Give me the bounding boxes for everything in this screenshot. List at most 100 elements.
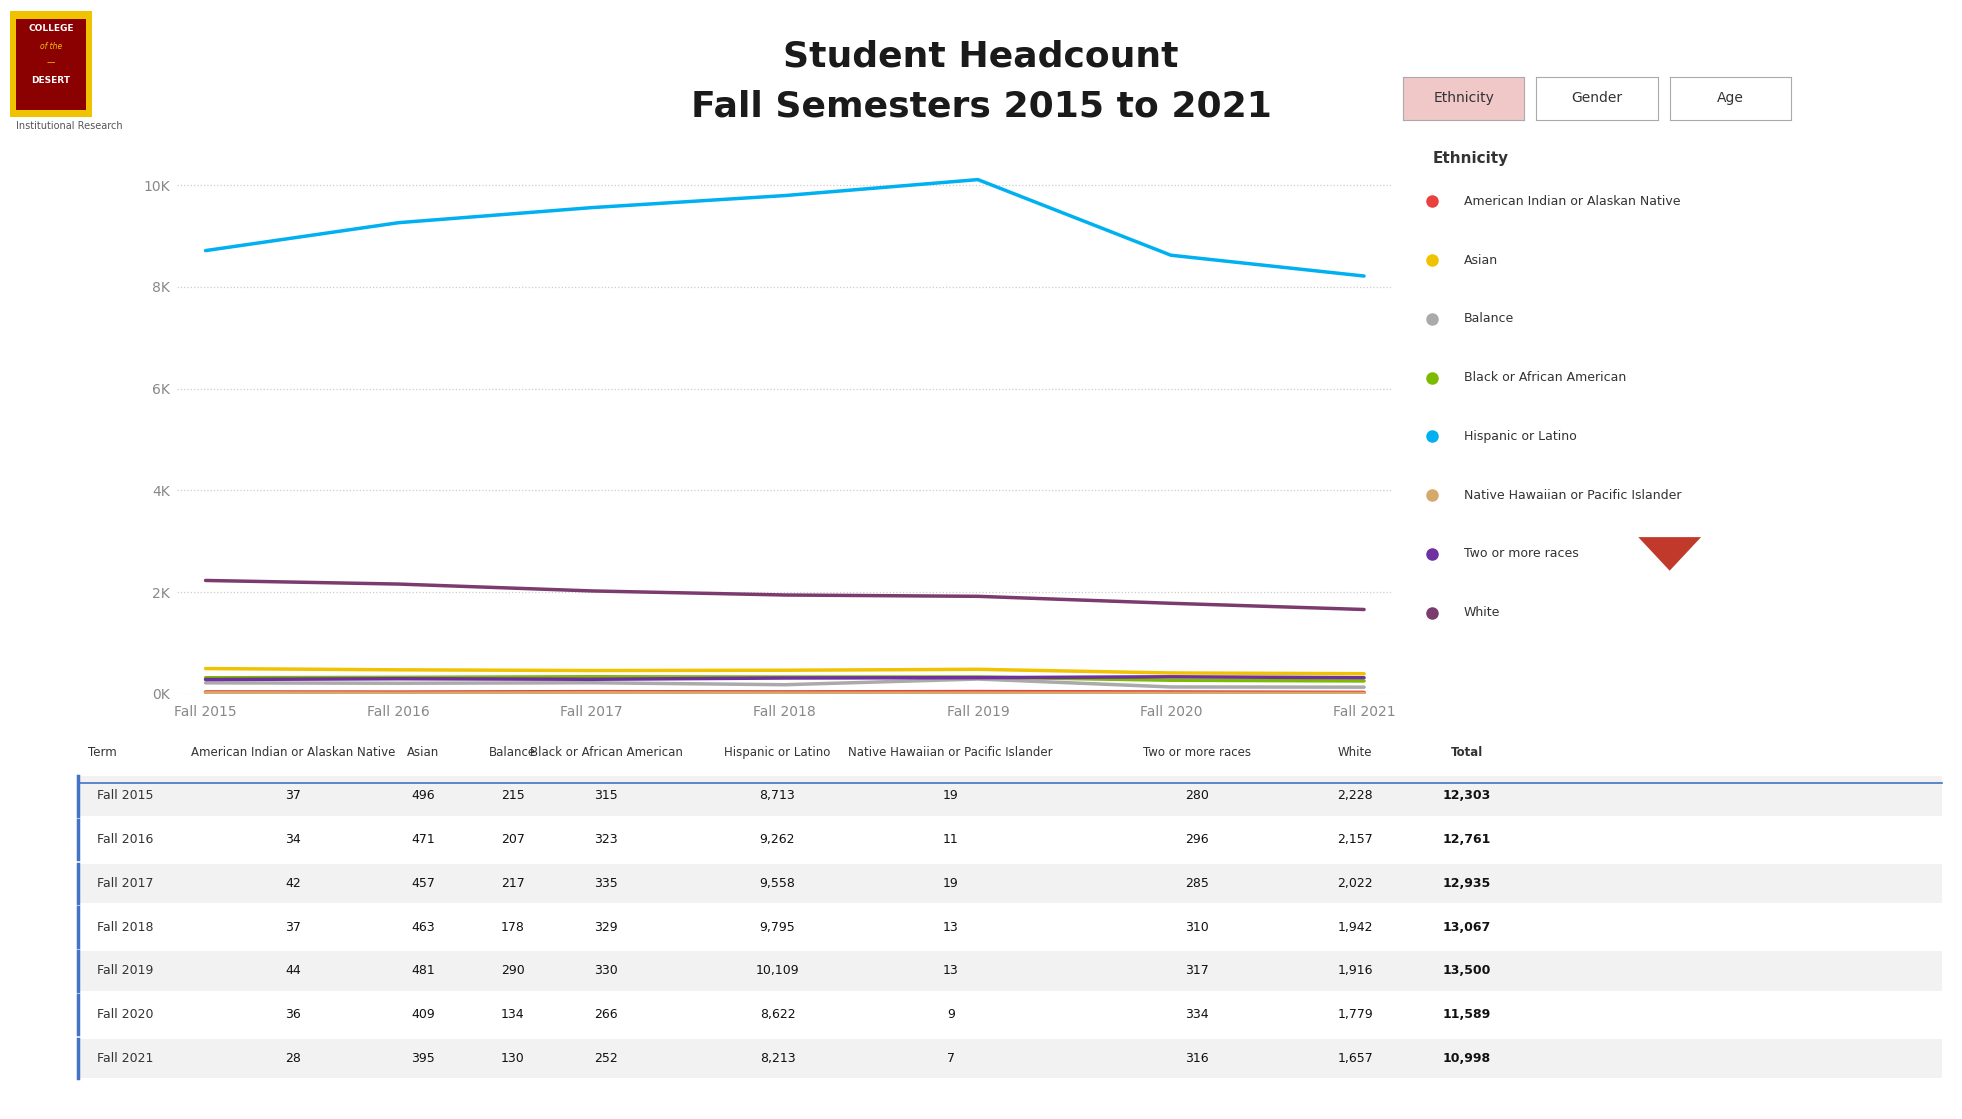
Text: 19: 19 — [944, 877, 959, 890]
Text: Black or African American: Black or African American — [530, 746, 683, 760]
Text: Native Hawaiian or Pacific Islander: Native Hawaiian or Pacific Islander — [848, 746, 1054, 760]
Text: 290: 290 — [500, 965, 524, 977]
Text: Fall 2015: Fall 2015 — [98, 789, 153, 802]
Text: Fall 2020: Fall 2020 — [98, 1008, 153, 1022]
Text: 316: 316 — [1185, 1052, 1209, 1065]
Text: Balance: Balance — [1464, 312, 1515, 326]
Text: Hispanic or Latino: Hispanic or Latino — [724, 746, 830, 760]
Text: —: — — [47, 58, 55, 67]
Text: 11: 11 — [944, 833, 959, 846]
Text: Age: Age — [1717, 92, 1744, 105]
Text: Fall 2017: Fall 2017 — [98, 877, 153, 890]
Text: Fall 2021: Fall 2021 — [98, 1052, 153, 1065]
Text: 11,589: 11,589 — [1442, 1008, 1491, 1022]
Text: 335: 335 — [594, 877, 618, 890]
Text: 13: 13 — [944, 965, 959, 977]
Text: 130: 130 — [500, 1052, 524, 1065]
Text: 12,303: 12,303 — [1442, 789, 1491, 802]
Text: 7: 7 — [948, 1052, 955, 1065]
Text: 285: 285 — [1185, 877, 1209, 890]
Text: 37: 37 — [284, 921, 300, 933]
Text: 36: 36 — [284, 1008, 300, 1022]
FancyBboxPatch shape — [78, 951, 1942, 990]
Text: 457: 457 — [412, 877, 436, 890]
Text: American Indian or Alaskan Native: American Indian or Alaskan Native — [190, 746, 394, 760]
Text: 323: 323 — [594, 833, 618, 846]
Text: 134: 134 — [500, 1008, 524, 1022]
Text: 9,558: 9,558 — [759, 877, 795, 890]
Text: 8,622: 8,622 — [759, 1008, 795, 1022]
Polygon shape — [1638, 537, 1701, 571]
Text: Balance: Balance — [489, 746, 536, 760]
Text: 330: 330 — [594, 965, 618, 977]
Text: 34: 34 — [284, 833, 300, 846]
Text: 8,213: 8,213 — [759, 1052, 795, 1065]
Text: 1,916: 1,916 — [1338, 965, 1373, 977]
Text: 266: 266 — [594, 1008, 618, 1022]
Text: Student Headcount: Student Headcount — [783, 39, 1179, 73]
Text: Ethnicity: Ethnicity — [1432, 151, 1509, 166]
Text: 44: 44 — [284, 965, 300, 977]
Text: Total: Total — [1452, 746, 1483, 760]
Text: Fall 2016: Fall 2016 — [98, 833, 153, 846]
Text: 207: 207 — [500, 833, 524, 846]
Text: 395: 395 — [412, 1052, 436, 1065]
Text: 9: 9 — [948, 1008, 955, 1022]
Text: Asian: Asian — [408, 746, 439, 760]
Text: 296: 296 — [1185, 833, 1209, 846]
Text: White: White — [1464, 606, 1501, 619]
FancyBboxPatch shape — [78, 777, 1942, 816]
Text: American Indian or Alaskan Native: American Indian or Alaskan Native — [1464, 195, 1679, 208]
Text: 481: 481 — [412, 965, 436, 977]
Text: 496: 496 — [412, 789, 436, 802]
Text: Two or more races: Two or more races — [1464, 547, 1577, 561]
Text: 13,500: 13,500 — [1442, 965, 1491, 977]
Text: 409: 409 — [412, 1008, 436, 1022]
FancyBboxPatch shape — [78, 864, 1942, 903]
FancyBboxPatch shape — [10, 11, 92, 117]
Text: To compare individual
groups, hold down the
CTRL key and choose
the groups you w: To compare individual groups, hold down … — [1699, 394, 1862, 468]
Text: Asian: Asian — [1464, 254, 1497, 266]
Text: 280: 280 — [1185, 789, 1209, 802]
Text: Fall 2018: Fall 2018 — [98, 921, 153, 933]
FancyBboxPatch shape — [16, 19, 86, 110]
Text: Black or African American: Black or African American — [1464, 372, 1626, 384]
Text: 215: 215 — [500, 789, 524, 802]
Text: 463: 463 — [412, 921, 436, 933]
Text: 315: 315 — [594, 789, 618, 802]
Text: 317: 317 — [1185, 965, 1209, 977]
Text: 217: 217 — [500, 877, 524, 890]
Text: Hispanic or Latino: Hispanic or Latino — [1464, 430, 1575, 443]
Text: 12,935: 12,935 — [1442, 877, 1491, 890]
Text: 10,998: 10,998 — [1442, 1052, 1491, 1065]
Text: White: White — [1338, 746, 1373, 760]
Text: 310: 310 — [1185, 921, 1209, 933]
Text: 1,942: 1,942 — [1338, 921, 1373, 933]
Text: COLLEGE: COLLEGE — [27, 23, 75, 32]
Text: 13: 13 — [944, 921, 959, 933]
Text: DESERT: DESERT — [31, 76, 71, 85]
Text: 2,157: 2,157 — [1338, 833, 1373, 846]
Text: 329: 329 — [594, 921, 618, 933]
Text: 8,713: 8,713 — [759, 789, 795, 802]
Text: 19: 19 — [944, 789, 959, 802]
Text: 37: 37 — [284, 789, 300, 802]
Text: Fall Semesters 2015 to 2021: Fall Semesters 2015 to 2021 — [691, 90, 1271, 123]
Text: 334: 334 — [1185, 1008, 1209, 1022]
Text: 13,067: 13,067 — [1442, 921, 1491, 933]
Text: Institutional Research: Institutional Research — [16, 121, 122, 131]
Text: 9,795: 9,795 — [759, 921, 795, 933]
Text: 252: 252 — [594, 1052, 618, 1065]
Text: 471: 471 — [412, 833, 436, 846]
Text: 28: 28 — [284, 1052, 300, 1065]
Text: 2,228: 2,228 — [1338, 789, 1373, 802]
Text: Native Hawaiian or Pacific Islander: Native Hawaiian or Pacific Islander — [1464, 489, 1681, 501]
Text: 1,779: 1,779 — [1338, 1008, 1373, 1022]
Text: of the: of the — [39, 41, 63, 50]
Text: 1,657: 1,657 — [1338, 1052, 1373, 1065]
Text: 178: 178 — [500, 921, 524, 933]
Text: Gender: Gender — [1572, 92, 1623, 105]
Text: 10,109: 10,109 — [755, 965, 799, 977]
Text: Term: Term — [88, 746, 116, 760]
Text: 12,761: 12,761 — [1442, 833, 1491, 846]
